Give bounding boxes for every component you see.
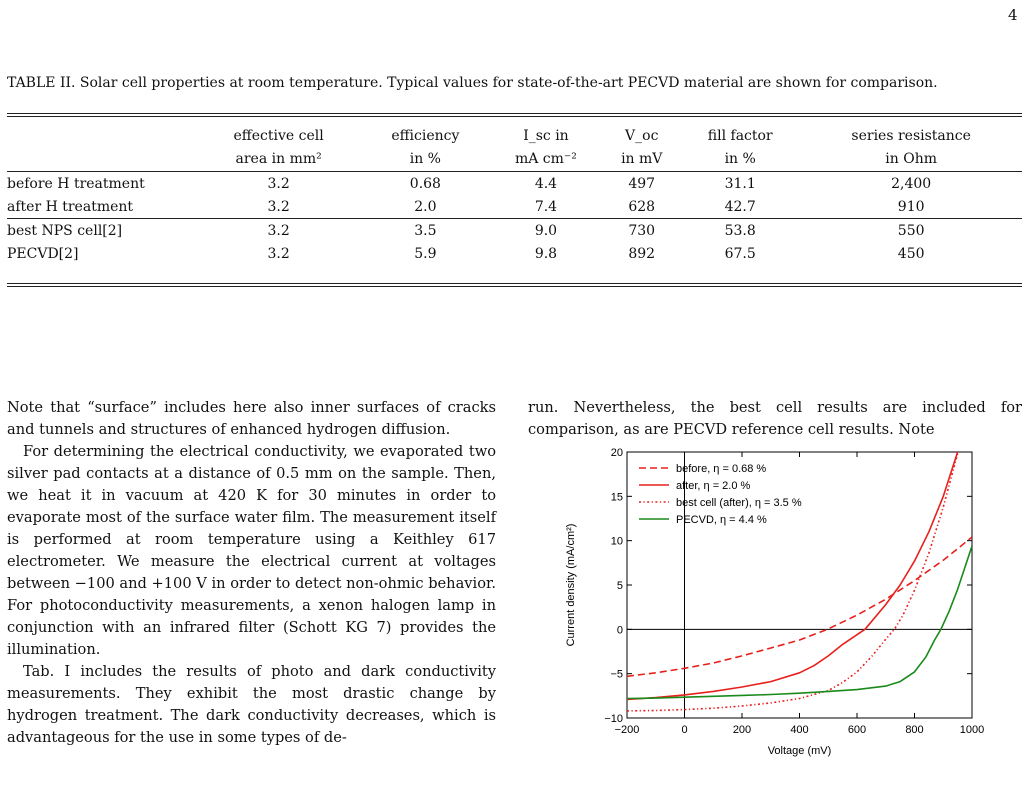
x-tick-label: 800 [905,724,923,736]
header-cell: V_oc [625,128,659,144]
table-cell: 910 [897,198,925,215]
page-number: 4 [1008,6,1018,24]
table-caption: TABLE II. Solar cell properties at room … [7,75,938,91]
legend-label-2: best cell (after), η = 3.5 % [676,497,802,509]
table-top-rule-inner [7,116,1022,117]
table-cell: 2,400 [800,171,1022,195]
table-cell: 450 [897,245,925,262]
table-cell: PECVD[2] [7,245,79,262]
table-row: before H treatment 3.2 0.68 4.4 497 31.1… [7,171,1022,195]
header-cell: in Ohm [885,151,938,167]
header-cell: I_sc in [523,128,569,144]
x-tick-label: 200 [733,724,751,736]
y-tick-label: 15 [611,491,623,503]
legend-label-0: before, η = 0.68 % [676,463,766,475]
table-cell: 4.4 [488,171,604,195]
header-cell: mA cm⁻² [514,151,577,167]
table-header-row-1: effective cell efficiency I_sc in V_oc f… [7,118,1022,147]
table-cell: 3.2 [195,218,363,242]
series-line-2 [627,453,959,712]
table-cell: 5.9 [414,245,437,262]
right-column: run. Nevertheless, the best cell results… [528,397,1022,441]
header-cell: effective cell [233,128,324,144]
paragraph: Tab. I includes the results of photo and… [7,663,496,746]
table-cell: 3.2 [267,198,290,215]
table-row: after H treatment 3.2 2.0 7.4 628 42.7 9… [7,195,1022,219]
header-cell: in % [724,151,756,167]
x-tick-label: −200 [615,724,640,736]
y-tick-label: −5 [610,669,623,681]
table-row: PECVD[2] 3.2 5.9 9.8 892 67.5 450 [7,242,1022,265]
x-tick-label: 0 [681,724,687,736]
x-tick-label: 400 [790,724,808,736]
table-cell: 730 [603,218,681,242]
y-tick-label: 5 [617,580,623,592]
table-bottom-rule [7,283,1022,284]
table-cell: 53.8 [680,218,801,242]
table-cell: 7.4 [534,198,558,215]
table-cell: 3.2 [267,245,290,262]
table-cell: 892 [628,245,656,262]
y-tick-label: 10 [611,536,623,548]
table-cell: 550 [800,218,1022,242]
solar-cell-properties-table: effective cell efficiency I_sc in V_oc f… [7,118,1022,265]
y-tick-label: 20 [611,447,623,459]
table-header-row-2: area in mm² in % mA cm⁻² in mV in % in O… [7,147,1022,172]
header-cell: in mV [621,151,663,167]
table-cell: 31.1 [680,171,801,195]
paragraph: Note that “surface” includes here also i… [7,399,496,438]
left-column: Note that “surface” includes here also i… [7,397,496,749]
table-cell: 67.5 [724,245,756,262]
series-line-0 [627,536,972,678]
x-tick-label: 600 [848,724,866,736]
y-axis-label: Current density (mA/cm²) [565,524,577,647]
y-tick-label: −10 [604,713,623,725]
header-cell: fill factor [707,128,773,144]
table-cell: 628 [628,198,656,215]
table-cell: best NPS cell[2] [7,218,195,242]
table-cell: 3.2 [195,171,363,195]
x-tick-label: 1000 [960,724,984,736]
y-tick-label: 0 [617,624,623,636]
header-cell: in % [409,151,441,167]
series-line-1 [627,452,959,701]
header-cell: series resistance [851,128,971,144]
table-row: best NPS cell[2] 3.2 3.5 9.0 730 53.8 55… [7,218,1022,242]
table-cell: after H treatment [7,198,134,215]
series-line-3 [627,545,972,700]
table-bottom-rule-inner [7,286,1022,287]
jv-curve-chart: −200 0 200 400 600 800 1000 −10 −5 0 5 10 15 20 Voltag… [565,447,984,757]
table-cell: 9.8 [534,245,558,262]
table-cell: 42.7 [724,198,756,215]
legend-label-1: after, η = 2.0 % [676,480,751,492]
x-axis-label: Voltage (mV) [768,745,832,757]
header-cell [7,147,195,172]
table-cell: 2.0 [414,198,437,215]
table-top-rule [7,113,1022,114]
table-cell: 3.5 [362,218,489,242]
table-cell: before H treatment [7,171,195,195]
header-cell: efficiency [391,128,460,144]
table-cell: 0.68 [362,171,489,195]
paragraph: run. Nevertheless, the best cell results… [528,399,1022,438]
table-cell: 497 [603,171,681,195]
paragraph: For determining the electrical conductiv… [7,443,496,658]
table-cell: 9.0 [488,218,604,242]
legend-label-3: PECVD, η = 4.4 % [676,514,767,526]
header-cell: area in mm² [235,151,322,167]
header-cell [7,118,195,147]
